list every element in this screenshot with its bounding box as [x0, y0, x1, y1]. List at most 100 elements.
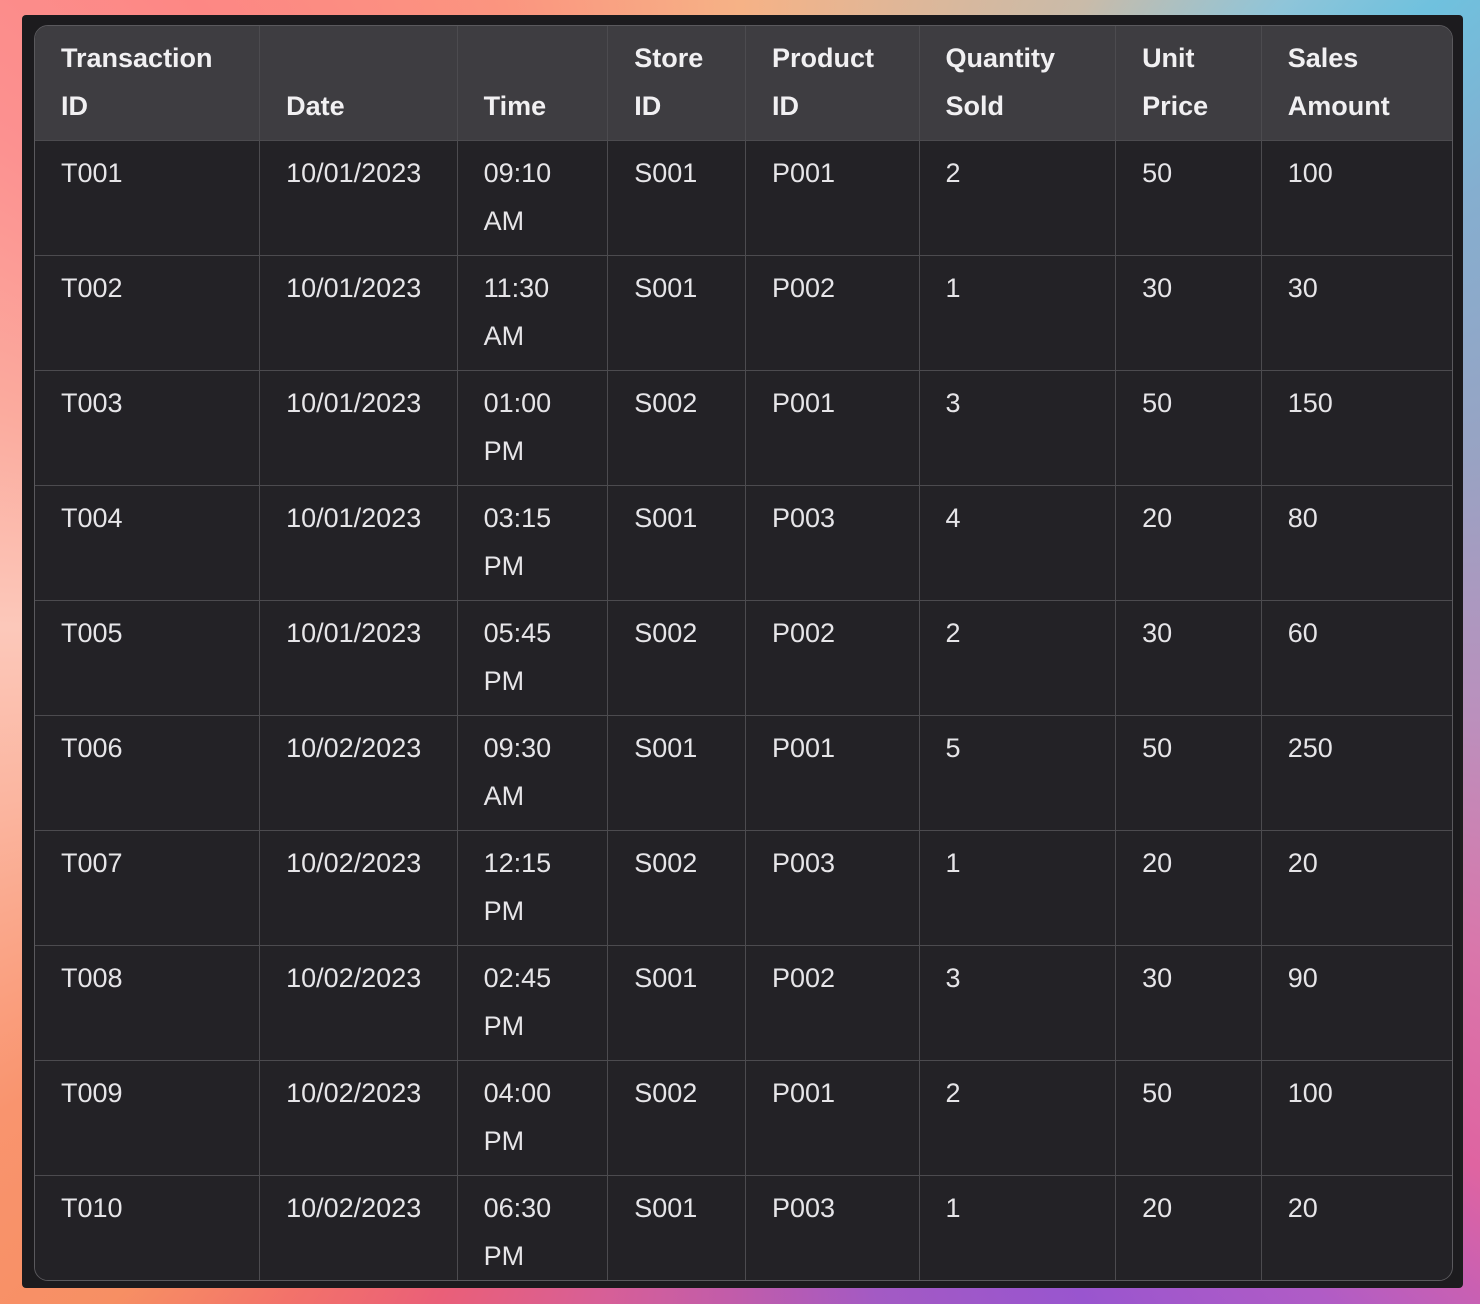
cell-sales_amount: 30 — [1261, 255, 1452, 371]
column-header-date: Date — [259, 26, 458, 141]
cell-product_id: P003 — [745, 830, 920, 946]
table-row: T006 10/02/2023 09:30 AM S001 P001 5 50 250 — [35, 715, 1452, 831]
cell-unit_price: 20 — [1115, 485, 1262, 601]
cell-sales_amount: 20 — [1261, 1175, 1452, 1280]
cell-time: 09:30 AM — [457, 715, 609, 831]
cell-unit_price: 30 — [1115, 255, 1262, 371]
cell-quantity_sold: 1 — [919, 255, 1117, 371]
column-header-time: Time — [457, 26, 609, 141]
cell-product_id: P001 — [745, 715, 920, 831]
cell-transaction_id: T005 — [35, 600, 261, 716]
cell-time: 02:45 PM — [457, 945, 609, 1061]
cell-sales_amount: 150 — [1261, 370, 1452, 486]
table-body: T001 10/01/2023 09:10 AM S001 P001 2 50 100 T002… — [35, 140, 1452, 1280]
cell-unit_price: 50 — [1115, 715, 1262, 831]
cell-transaction_id: T004 — [35, 485, 261, 601]
cell-transaction_id: T002 — [35, 255, 261, 371]
cell-product_id: P001 — [745, 1060, 920, 1176]
cell-quantity_sold: 2 — [919, 1060, 1117, 1176]
table-row: T002 10/01/2023 11:30 AM S001 P002 1 30 30 — [35, 255, 1452, 371]
cell-sales_amount: 100 — [1261, 140, 1452, 256]
table-row: T007 10/02/2023 12:15 PM S002 P003 1 20 20 — [35, 830, 1452, 946]
cell-date: 10/01/2023 — [259, 140, 458, 256]
cell-sales_amount: 80 — [1261, 485, 1452, 601]
cell-unit_price: 30 — [1115, 945, 1262, 1061]
table-row: T010 10/02/2023 06:30 PM S001 P003 1 20 20 — [35, 1175, 1452, 1280]
cell-quantity_sold: 3 — [919, 370, 1117, 486]
cell-transaction_id: T008 — [35, 945, 261, 1061]
cell-transaction_id: T009 — [35, 1060, 261, 1176]
column-header-store_id: Store ID — [607, 26, 746, 141]
cell-transaction_id: T010 — [35, 1175, 261, 1280]
column-header-quantity_sold: Quantity Sold — [919, 26, 1117, 141]
cell-store_id: S001 — [607, 255, 746, 371]
cell-quantity_sold: 5 — [919, 715, 1117, 831]
cell-date: 10/02/2023 — [259, 945, 458, 1061]
cell-date: 10/02/2023 — [259, 1175, 458, 1280]
cell-time: 04:00 PM — [457, 1060, 609, 1176]
cell-product_id: P002 — [745, 255, 920, 371]
cell-transaction_id: T003 — [35, 370, 261, 486]
cell-transaction_id: T006 — [35, 715, 261, 831]
cell-time: 01:00 PM — [457, 370, 609, 486]
cell-quantity_sold: 2 — [919, 600, 1117, 716]
cell-product_id: P001 — [745, 370, 920, 486]
cell-store_id: S001 — [607, 715, 746, 831]
cell-date: 10/02/2023 — [259, 715, 458, 831]
cell-date: 10/01/2023 — [259, 370, 458, 486]
cell-transaction_id: T007 — [35, 830, 261, 946]
cell-time: 12:15 PM — [457, 830, 609, 946]
cell-time: 09:10 AM — [457, 140, 609, 256]
cell-time: 03:15 PM — [457, 485, 609, 601]
column-header-transaction_id: Transaction ID — [35, 26, 261, 141]
cell-time: 11:30 AM — [457, 255, 609, 371]
cell-sales_amount: 250 — [1261, 715, 1452, 831]
column-header-product_id: Product ID — [745, 26, 920, 141]
cell-date: 10/01/2023 — [259, 485, 458, 601]
cell-time: 05:45 PM — [457, 600, 609, 716]
table-row: T003 10/01/2023 01:00 PM S002 P001 3 50 150 — [35, 370, 1452, 486]
cell-product_id: P001 — [745, 140, 920, 256]
cell-transaction_id: T001 — [35, 140, 261, 256]
table-header: Transaction ID Date Time Store ID Product ID… — [35, 26, 1452, 141]
cell-date: 10/02/2023 — [259, 1060, 458, 1176]
cell-store_id: S001 — [607, 1175, 746, 1280]
cell-store_id: S001 — [607, 140, 746, 256]
cell-sales_amount: 20 — [1261, 830, 1452, 946]
cell-unit_price: 20 — [1115, 1175, 1262, 1280]
cell-store_id: S001 — [607, 945, 746, 1061]
cell-store_id: S002 — [607, 600, 746, 716]
cell-quantity_sold: 1 — [919, 1175, 1117, 1280]
table-row: T001 10/01/2023 09:10 AM S001 P001 2 50 100 — [35, 140, 1452, 256]
cell-unit_price: 50 — [1115, 1060, 1262, 1176]
cell-product_id: P002 — [745, 600, 920, 716]
cell-product_id: P002 — [745, 945, 920, 1061]
cell-quantity_sold: 1 — [919, 830, 1117, 946]
cell-date: 10/01/2023 — [259, 600, 458, 716]
cell-unit_price: 50 — [1115, 140, 1262, 256]
cell-product_id: P003 — [745, 485, 920, 601]
cell-quantity_sold: 2 — [919, 140, 1117, 256]
cell-sales_amount: 90 — [1261, 945, 1452, 1061]
cell-quantity_sold: 4 — [919, 485, 1117, 601]
cell-sales_amount: 60 — [1261, 600, 1452, 716]
cell-store_id: S001 — [607, 485, 746, 601]
table-row: T008 10/02/2023 02:45 PM S001 P002 3 30 90 — [35, 945, 1452, 1061]
table-row: T009 10/02/2023 04:00 PM S002 P001 2 50 100 — [35, 1060, 1452, 1176]
table-row: T004 10/01/2023 03:15 PM S001 P003 4 20 80 — [35, 485, 1452, 601]
cell-store_id: S002 — [607, 830, 746, 946]
cell-store_id: S002 — [607, 370, 746, 486]
cell-quantity_sold: 3 — [919, 945, 1117, 1061]
cell-date: 10/02/2023 — [259, 830, 458, 946]
header-row: Transaction ID Date Time Store ID Product ID… — [35, 26, 1452, 141]
cell-sales_amount: 100 — [1261, 1060, 1452, 1176]
column-header-sales_amount: Sales Amount — [1261, 26, 1452, 141]
cell-time: 06:30 PM — [457, 1175, 609, 1280]
cell-unit_price: 50 — [1115, 370, 1262, 486]
cell-date: 10/01/2023 — [259, 255, 458, 371]
cell-store_id: S002 — [607, 1060, 746, 1176]
table-row: T005 10/01/2023 05:45 PM S002 P002 2 30 60 — [35, 600, 1452, 716]
sales-transactions-table: Transaction ID Date Time Store ID Product ID… — [35, 26, 1452, 1280]
table-frame: Transaction ID Date Time Store ID Product ID… — [22, 15, 1463, 1288]
